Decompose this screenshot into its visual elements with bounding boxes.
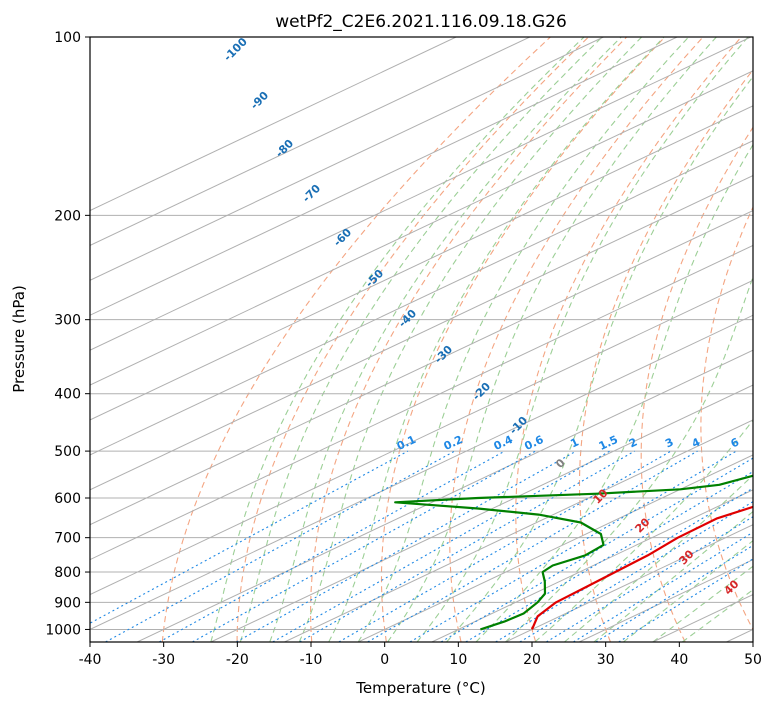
x-tick-label: 10 xyxy=(449,652,467,668)
mixing-ratio-line xyxy=(90,450,409,624)
mixing-ratio-line xyxy=(495,487,753,642)
isotherm-line xyxy=(431,489,753,642)
y-axis: 100 200 300 400 500 600 700 800 900 1000 xyxy=(45,30,90,638)
x-tick-label: -40 xyxy=(79,652,102,668)
mixing-ratio-line xyxy=(299,450,635,642)
y-tick-label: 1000 xyxy=(45,622,81,638)
mixing-ratio-line xyxy=(519,501,753,642)
plot-area: 0.10.20.40.611.52346810131620253036-100-… xyxy=(90,37,753,642)
mixing-ratio-lines xyxy=(90,450,753,642)
mixing-ratio-line xyxy=(105,450,455,642)
dry-adiabat-line xyxy=(578,69,753,642)
moist-adiabat-line xyxy=(416,37,749,642)
x-tick-label: -30 xyxy=(152,652,175,668)
moist-adiabat-line xyxy=(210,37,585,642)
dry-adiabat-line xyxy=(449,37,704,642)
moist-adiabat-line xyxy=(239,37,603,642)
moist-adiabat-line xyxy=(681,589,753,642)
mixing-ratio-line xyxy=(618,558,753,642)
mixing-ratio-line xyxy=(159,450,505,642)
y-tick-label: 100 xyxy=(54,30,81,46)
profile-series xyxy=(394,474,753,631)
moist-adiabat-line xyxy=(269,37,622,642)
isotherm-line xyxy=(90,37,752,351)
x-tick-label: 40 xyxy=(670,652,688,668)
moist-adiabat-line xyxy=(564,474,753,642)
dry-adiabat-line xyxy=(236,37,589,642)
mixing-ratio-line xyxy=(595,544,753,642)
isotherm-line xyxy=(357,454,753,642)
isotherm-line xyxy=(90,37,678,316)
isotherm-line xyxy=(90,279,753,596)
dewpoint-profile xyxy=(394,474,753,631)
isotherm-line xyxy=(284,419,753,642)
moist-adiabat-line xyxy=(446,75,753,642)
isotherm-line xyxy=(90,37,604,281)
y-tick-label: 400 xyxy=(54,387,81,403)
moist-adiabat-line xyxy=(475,143,753,642)
x-axis: -40 -30 -20 -10 0 10 20 30 40 50 xyxy=(79,642,762,668)
isotherm-line xyxy=(90,105,753,421)
x-tick-label: 50 xyxy=(744,652,762,668)
y-tick-label: 600 xyxy=(54,491,81,507)
mixing-ratio-line xyxy=(338,450,672,642)
mixing-ratio-line xyxy=(546,516,753,642)
chart-title: wetPf2_C2E6.2021.116.09.18.G26 xyxy=(275,12,567,32)
isotherm-line xyxy=(90,244,753,561)
moist-adiabat-line xyxy=(357,37,690,642)
plot-frame xyxy=(89,36,754,643)
y-tick-label: 700 xyxy=(54,531,81,547)
moist-adiabat-line xyxy=(298,37,643,642)
isotherm-line xyxy=(505,524,753,642)
moist-adiabat-line xyxy=(328,37,665,642)
y-tick-label: 300 xyxy=(54,313,81,329)
isotherm-line xyxy=(90,209,753,526)
y-tick-label: 500 xyxy=(54,444,81,460)
y-axis-label: Pressure (hPa) xyxy=(10,285,28,393)
x-tick-label: -20 xyxy=(226,652,249,668)
y-tick-label: 900 xyxy=(54,595,81,611)
mixing-ratio-line xyxy=(573,531,753,642)
y-tick-label: 200 xyxy=(54,208,81,224)
isotherm-line xyxy=(136,349,753,642)
isotherm-line xyxy=(90,37,531,246)
mixing-ratio-line xyxy=(192,450,536,642)
x-axis-label: Temperature (°C) xyxy=(355,679,485,697)
y-tick-label: 800 xyxy=(54,565,81,581)
x-tick-label: 30 xyxy=(597,652,615,668)
isotherm-line xyxy=(90,70,753,386)
dry-adiabat-line xyxy=(161,37,551,642)
x-tick-label: 20 xyxy=(523,652,541,668)
mixing-ratio-line xyxy=(367,450,698,642)
x-tick-label: 0 xyxy=(380,652,389,668)
x-tick-label: -10 xyxy=(300,652,323,668)
moist-adiabats xyxy=(210,37,753,642)
moist-adiabat-line xyxy=(387,37,717,642)
mixing-ratio-line xyxy=(465,470,753,642)
mixing-ratio-line xyxy=(409,450,737,642)
temperature-profile xyxy=(530,505,753,630)
isotherm-line xyxy=(90,37,457,212)
isotherm-line xyxy=(90,314,753,630)
isotherm-line xyxy=(90,175,753,491)
isotherm-line xyxy=(210,384,753,642)
isotherm-line xyxy=(90,140,753,456)
dry-adiabat-line xyxy=(515,37,742,642)
